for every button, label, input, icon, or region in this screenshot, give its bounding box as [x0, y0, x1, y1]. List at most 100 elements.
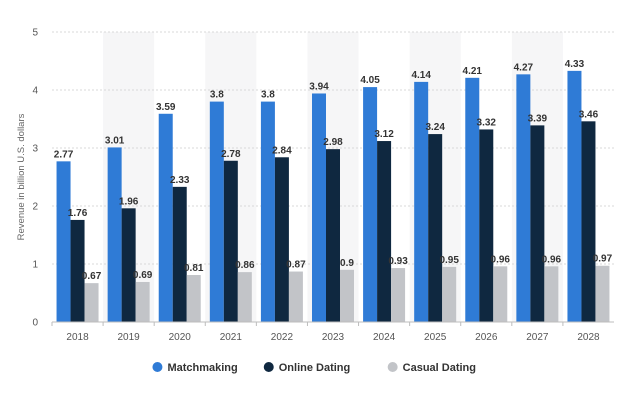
bar[interactable]	[595, 265, 610, 322]
data-label: 3.01	[105, 135, 125, 146]
bar[interactable]	[530, 125, 545, 322]
data-label: 3.46	[579, 109, 599, 120]
data-label: 0.86	[235, 260, 255, 271]
data-label: 0.96	[542, 254, 562, 265]
legend-marker	[387, 362, 398, 372]
y-tick-label: 1	[32, 260, 38, 271]
bar[interactable]	[107, 147, 122, 322]
bar[interactable]	[186, 275, 201, 322]
data-label: 2.98	[323, 137, 343, 148]
y-axis: 0 1 2 3 4 5	[32, 28, 38, 329]
x-tick-label: 2026	[475, 332, 498, 343]
data-label: 0.97	[593, 254, 613, 265]
x-tick-label: 2019	[118, 332, 141, 343]
legend-item[interactable]: Online Dating	[263, 362, 351, 374]
legend-label: Online Dating	[279, 362, 351, 374]
legend-marker	[263, 362, 274, 372]
bar[interactable]	[493, 266, 508, 322]
data-label: 3.59	[156, 102, 176, 113]
data-label: 4.27	[514, 62, 534, 73]
data-label: 0.96	[491, 254, 511, 265]
y-tick-label: 5	[32, 28, 38, 39]
data-label: 2.78	[221, 149, 241, 160]
bars	[56, 70, 610, 322]
data-label: 4.05	[360, 75, 380, 86]
data-label: 0.95	[439, 255, 459, 266]
y-tick-label: 3	[32, 144, 38, 155]
legend-label: Casual Dating	[403, 362, 476, 374]
bar[interactable]	[158, 113, 173, 322]
bar[interactable]	[544, 266, 559, 322]
bar[interactable]	[135, 281, 150, 322]
bar[interactable]	[414, 81, 429, 322]
x-tick-label: 2023	[322, 332, 345, 343]
bar[interactable]	[288, 271, 303, 322]
data-label: 0.81	[184, 263, 204, 274]
data-label: 0.87	[286, 260, 306, 271]
bar[interactable]	[209, 101, 224, 322]
bar[interactable]	[172, 186, 187, 322]
bar[interactable]	[442, 266, 457, 322]
bar[interactable]	[340, 269, 354, 322]
data-label: 0.9	[340, 258, 354, 269]
data-label: 0.93	[388, 256, 408, 267]
x-tick-label: 2021	[220, 332, 243, 343]
data-label: 2.77	[54, 149, 74, 160]
legend-item[interactable]: Matchmaking	[152, 362, 238, 374]
data-label: 3.32	[477, 117, 497, 128]
legend-item[interactable]: Casual Dating	[387, 362, 476, 374]
data-labels: 2.77 1.76 0.67 3.01 1.96 0.69 3.59 2.33 0.81 3.8 2…	[54, 59, 613, 282]
bar[interactable]	[312, 93, 326, 322]
data-label: 1.96	[119, 196, 139, 207]
bar[interactable]	[56, 161, 71, 322]
y-tick-label: 2	[32, 202, 38, 213]
x-tick-label: 2028	[577, 332, 600, 343]
bar[interactable]	[567, 70, 582, 322]
data-label: 4.14	[411, 70, 431, 81]
bar[interactable]	[260, 101, 275, 322]
data-label: 0.67	[82, 271, 102, 282]
bar[interactable]	[479, 129, 494, 322]
y-tick-label: 4	[32, 86, 38, 97]
bar[interactable]	[84, 283, 99, 322]
bar[interactable]	[121, 208, 136, 322]
data-label: 4.21	[463, 66, 483, 77]
bar[interactable]	[465, 77, 480, 322]
data-label: 3.24	[425, 122, 445, 133]
data-label: 4.33	[565, 59, 585, 70]
bar[interactable]	[326, 149, 340, 322]
x-tick-label: 2027	[526, 332, 549, 343]
bar[interactable]	[516, 74, 531, 322]
bar[interactable]	[377, 141, 392, 322]
x-tick-label: 2020	[169, 332, 192, 343]
data-label: 2.84	[272, 145, 292, 156]
x-tick-label: 2025	[424, 332, 447, 343]
data-label: 3.8	[210, 90, 224, 101]
legend-label: Matchmaking	[167, 362, 237, 374]
bar[interactable]	[363, 87, 378, 322]
data-label: 1.76	[68, 208, 88, 219]
bar[interactable]	[274, 157, 289, 322]
x-tick-label: 2022	[271, 332, 294, 343]
y-axis-title: Revenue in billion U.S. dollars	[16, 113, 27, 240]
y-tick-label: 0	[32, 318, 38, 329]
legend-marker	[152, 362, 163, 372]
data-label: 3.12	[374, 129, 394, 140]
data-label: 3.94	[309, 81, 329, 92]
data-label: 3.39	[528, 113, 548, 124]
x-axis: 2018 2019 2020 2021 2022 2023 2024 2025 2026 2027…	[51, 321, 614, 343]
bar[interactable]	[70, 219, 85, 322]
bar[interactable]	[223, 160, 238, 322]
data-label: 2.33	[170, 175, 190, 186]
bar[interactable]	[581, 121, 596, 322]
x-tick-label: 2024	[373, 332, 396, 343]
bar[interactable]	[237, 272, 252, 322]
data-label: 0.69	[133, 270, 153, 281]
bar[interactable]	[391, 268, 406, 322]
data-label: 3.8	[261, 90, 275, 101]
bar[interactable]	[428, 134, 443, 322]
legend: Matchmaking Online Dating Casual Dating	[152, 362, 476, 374]
x-tick-label: 2018	[66, 332, 89, 343]
